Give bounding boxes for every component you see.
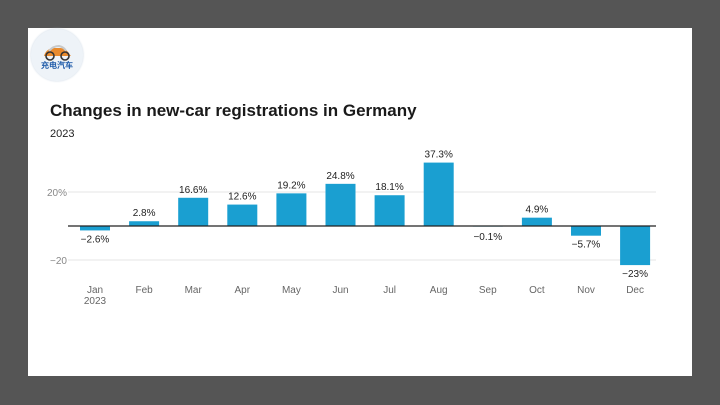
data-label: 12.6%: [228, 192, 256, 203]
bar: [80, 226, 110, 231]
chart-card: 充电汽车 Changes in new-car registrations in…: [28, 28, 692, 376]
chart-subtitle: 2023: [50, 128, 75, 140]
x-tick-label: Jan: [87, 285, 103, 296]
bar: [374, 195, 405, 226]
data-label: 37.3%: [425, 150, 453, 161]
data-label: −5.7%: [572, 240, 601, 251]
y-tick-label: 20%: [47, 188, 67, 199]
data-label: 2.8%: [133, 208, 156, 219]
bar: [620, 226, 651, 266]
x-tick-label: Dec: [626, 285, 644, 296]
data-label: −0.1%: [473, 232, 502, 243]
bar: [423, 162, 454, 226]
x-tick-label: Sep: [479, 285, 497, 296]
data-label: 24.8%: [326, 171, 354, 182]
data-label: 18.1%: [375, 182, 403, 193]
x-tick-label: Aug: [430, 285, 448, 296]
x-tick-label: Feb: [135, 285, 153, 296]
logo-text: 充电汽车: [41, 61, 73, 70]
data-label: −23%: [622, 269, 648, 280]
x-tick-label: May: [282, 285, 301, 296]
bar: [571, 226, 601, 236]
x-tick-label: Nov: [577, 285, 595, 296]
bar: [129, 221, 160, 226]
bar: [325, 183, 356, 226]
data-label: 16.6%: [179, 185, 207, 196]
car-icon: [44, 44, 71, 61]
bar: [521, 217, 552, 226]
y-tick-label: −20: [50, 256, 67, 267]
data-label: 4.9%: [526, 205, 549, 216]
bar: [178, 197, 209, 226]
x-tick-label: Oct: [529, 285, 545, 296]
bar: [227, 204, 258, 226]
chart-title: Changes in new-car registrations in Germ…: [50, 101, 417, 120]
bar: [276, 193, 307, 226]
x-tick-label: Jul: [383, 285, 396, 296]
data-label: −2.6%: [81, 234, 110, 245]
bar-chart: 20% −20 −2.6% Jan 2.8% Feb 16.6% Mar 12.6% Apr 19.…: [47, 150, 656, 307]
brand-logo: 充电汽车: [31, 29, 83, 81]
x-tick-label: Jun: [332, 285, 348, 296]
data-label: 19.2%: [277, 180, 305, 191]
x-tick-year-label: 2023: [84, 296, 107, 307]
x-tick-label: Apr: [235, 285, 251, 296]
x-tick-label: Mar: [185, 285, 203, 296]
